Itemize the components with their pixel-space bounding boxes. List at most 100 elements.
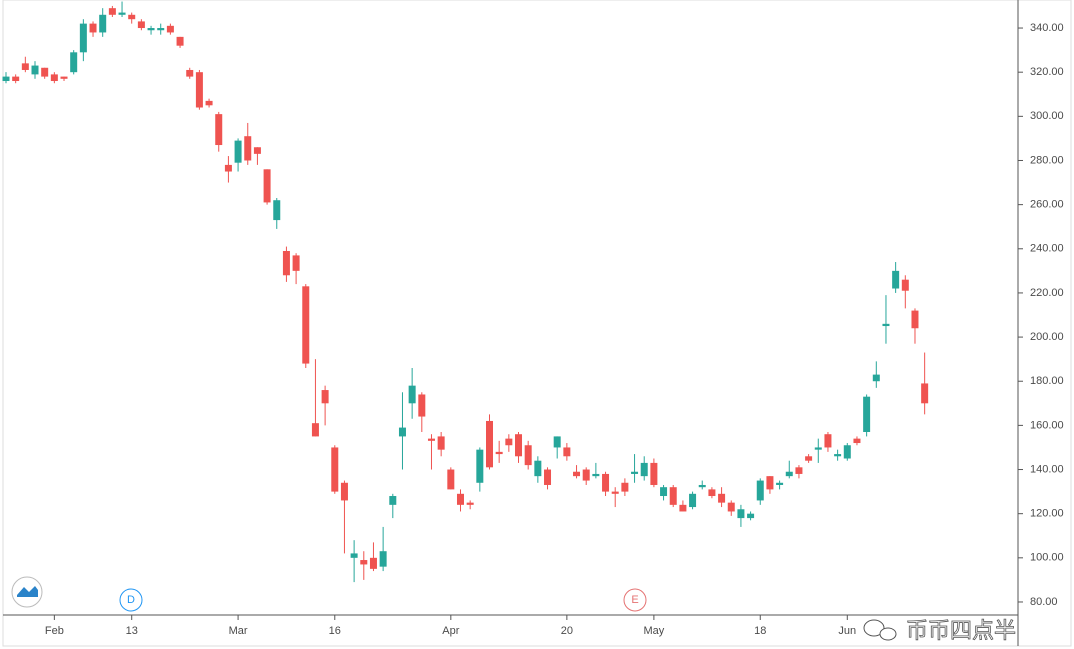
y-tick-label: 340.00: [1030, 22, 1064, 34]
x-tick-label: Mar: [229, 625, 248, 637]
candle-body: [805, 456, 813, 461]
candle-body: [834, 454, 842, 457]
candle-body: [582, 469, 590, 481]
candle-body: [515, 434, 523, 457]
candle-body: [737, 509, 745, 519]
x-tick-label: Feb: [45, 625, 64, 637]
candle-body: [21, 63, 29, 70]
candle-body: [679, 504, 687, 512]
candle-body: [621, 482, 629, 492]
candle-body: [31, 65, 39, 75]
candle-body: [592, 473, 600, 477]
y-tick-label: 280.00: [1030, 154, 1064, 166]
candle-body: [50, 74, 58, 82]
candle-body: [379, 551, 387, 567]
candle-body: [785, 471, 793, 477]
candle-body: [766, 476, 774, 490]
candle-body: [186, 69, 194, 77]
candle-body: [466, 502, 474, 505]
candle-body: [340, 482, 348, 501]
candle-body: [70, 52, 78, 73]
candle-body: [398, 427, 406, 437]
candle-body: [331, 447, 339, 492]
candle-body: [921, 383, 929, 404]
candle-body: [505, 438, 513, 446]
y-tick-label: 300.00: [1030, 110, 1064, 122]
candle-body: [437, 436, 445, 450]
candle-body: [118, 12, 126, 15]
candle-body: [727, 502, 735, 512]
candle-body: [524, 445, 532, 466]
event-marker-label: D: [127, 594, 135, 606]
candle-body: [573, 471, 581, 477]
candle-body: [2, 76, 10, 82]
candle-body: [369, 557, 377, 569]
candle-body: [553, 436, 561, 448]
x-tick-label: Jun: [838, 625, 856, 637]
y-tick-label: 160.00: [1030, 419, 1064, 431]
candle-body: [205, 100, 213, 106]
candle-body: [273, 200, 281, 221]
candle-body: [427, 438, 435, 441]
candle-body: [495, 451, 503, 455]
candle-body: [157, 28, 165, 31]
x-tick-label: Apr: [442, 625, 459, 637]
candle-body: [292, 255, 300, 271]
y-tick-label: 80.00: [1030, 596, 1058, 608]
y-tick-label: 240.00: [1030, 243, 1064, 255]
candle-body: [563, 447, 571, 457]
candle-body: [718, 493, 726, 503]
candle-body: [534, 460, 542, 477]
candle-body: [698, 484, 706, 488]
candle-body: [689, 493, 697, 508]
x-tick-label: 13: [126, 625, 138, 637]
candle-body: [814, 447, 822, 450]
candle-body: [215, 114, 223, 146]
watermark-icon: [863, 619, 897, 641]
candle-body: [843, 445, 851, 459]
candle-body: [137, 21, 145, 29]
candle-body: [311, 423, 319, 437]
candle-body: [602, 473, 610, 492]
candle-body: [640, 462, 648, 477]
candle-body: [795, 467, 803, 474]
watermark: 币币四点半: [906, 618, 1016, 643]
x-tick-label: 20: [561, 625, 573, 637]
candle-body: [756, 480, 764, 501]
candle-body: [408, 385, 416, 404]
candle-body: [350, 553, 358, 558]
candle-body: [253, 147, 261, 154]
candle-body: [650, 462, 658, 485]
candle-body: [631, 471, 639, 474]
candle-body: [747, 513, 755, 519]
candle-body: [244, 136, 252, 161]
candle-body: [708, 489, 716, 497]
candle-body: [12, 76, 20, 82]
candle-body: [176, 36, 184, 46]
candle-body: [447, 469, 455, 490]
candle-body: [669, 487, 677, 505]
event-marker: [623, 588, 647, 612]
y-tick-label: 320.00: [1030, 66, 1064, 78]
candle-body: [234, 140, 242, 163]
candle-body: [863, 396, 871, 433]
candle-body: [872, 374, 880, 382]
candle-body: [302, 286, 310, 364]
candle-body: [660, 487, 668, 497]
candle-body: [108, 8, 116, 15]
candle-body: [263, 169, 271, 203]
candle-body: [389, 496, 397, 505]
candle-body: [882, 323, 890, 327]
candle-body: [901, 279, 909, 291]
candle-body: [611, 491, 619, 494]
candle-body: [224, 164, 232, 172]
candle-body: [41, 67, 49, 77]
x-tick-label: 16: [329, 625, 341, 637]
candle-body: [911, 310, 919, 329]
candle-body: [282, 250, 290, 276]
candle-body: [892, 270, 900, 289]
x-tick-label: 18: [754, 625, 766, 637]
candle-body: [128, 14, 136, 20]
candle-body: [853, 438, 861, 444]
candle-body: [476, 449, 484, 483]
